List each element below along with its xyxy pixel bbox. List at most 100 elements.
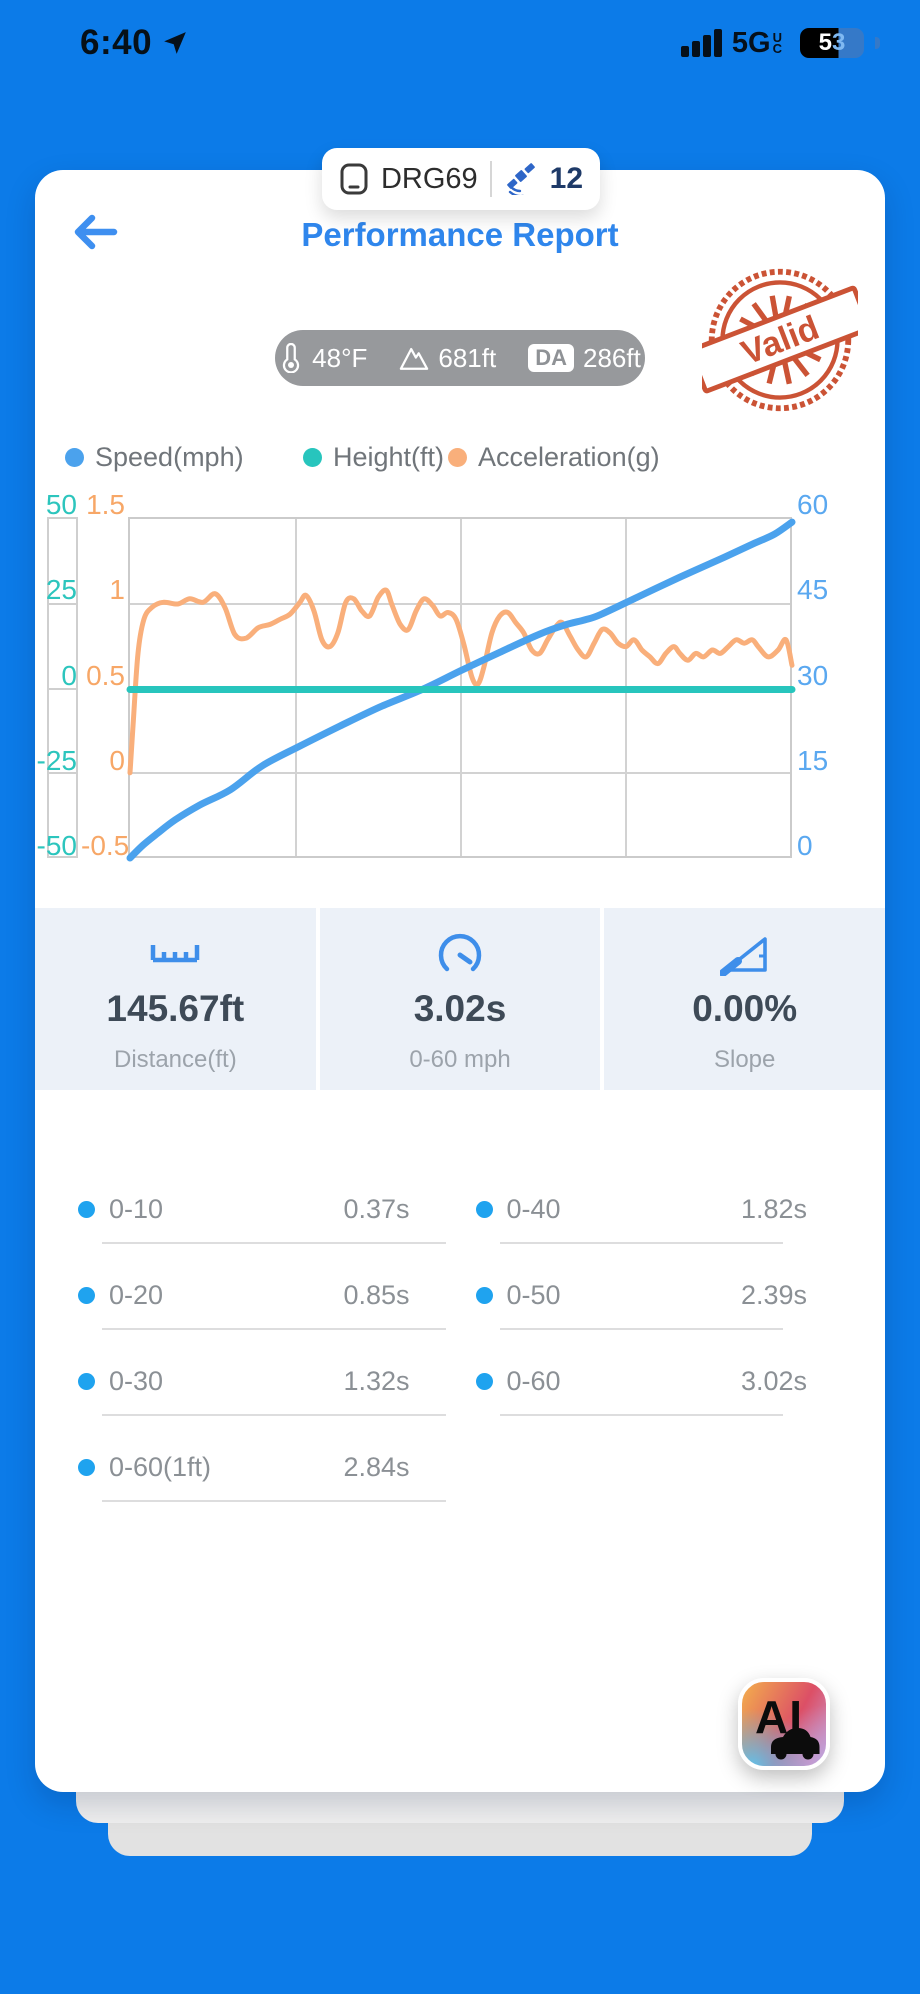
table-row: 0-60(1ft) 2.84s bbox=[78, 1424, 843, 1510]
temperature-value: 48°F bbox=[312, 342, 368, 373]
axis-tick-label: 1 bbox=[109, 574, 125, 606]
legend-item-3[interactable]: Acceleration(g) bbox=[448, 442, 660, 473]
da-badge: DA bbox=[528, 344, 574, 372]
metric-label: 0-60 bbox=[506, 1365, 561, 1396]
elevation-value: 681ft bbox=[438, 342, 497, 373]
axis-tick-label: 25 bbox=[45, 574, 77, 606]
metric-cell[interactable]: 0-60 3.02s bbox=[475, 1338, 844, 1424]
legend-dot bbox=[303, 448, 322, 467]
legend-dot bbox=[65, 448, 84, 467]
zero-to-sixty-label: 0-60 mph bbox=[409, 1046, 511, 1073]
performance-chart[interactable]: 50 25 0 -25 -50 1.5 1 0.5 0 -0.5 60 45 30 15 0 bbox=[35, 490, 885, 900]
legend-label: Acceleration(g) bbox=[478, 442, 660, 472]
metric-value: 3.02s bbox=[740, 1365, 807, 1396]
chart-legend: Speed(mph) Height(ft) Acceleration(g) bbox=[35, 442, 885, 474]
ruler-icon bbox=[149, 928, 201, 978]
metric-label: 0-20 bbox=[109, 1279, 164, 1310]
bullet-dot bbox=[78, 1200, 95, 1218]
metric-cell[interactable]: 0-60(1ft) 2.84s bbox=[78, 1424, 446, 1510]
legend-item-1[interactable]: Speed(mph) bbox=[65, 442, 244, 473]
bullet-dot bbox=[475, 1200, 493, 1218]
legend-label: Speed(mph) bbox=[95, 442, 244, 472]
pill-divider bbox=[489, 161, 492, 197]
metric-label: 0-10 bbox=[109, 1193, 164, 1224]
metric-value: 0.85s bbox=[343, 1279, 410, 1310]
series-Speed(mph) bbox=[126, 518, 796, 862]
zero-to-sixty-value: 3.02s bbox=[413, 988, 507, 1029]
slope-value: 0.00% bbox=[692, 988, 798, 1029]
acceleration-axis: 1.5 1 0.5 0 -0.5 bbox=[81, 489, 130, 900]
metric-value: 0.37s bbox=[343, 1193, 410, 1224]
battery-digit: 5 bbox=[818, 29, 832, 56]
metric-cell[interactable]: 0-20 0.85s bbox=[78, 1252, 446, 1338]
stat-0-60[interactable]: 3.02s 0-60 mph bbox=[319, 908, 601, 1090]
split-times-table: 0-10 0.37s 0-40 1.82s 0-20 0.85s 0-50 2.39s 0-30… bbox=[78, 1166, 843, 1510]
axis-tick-label: 30 bbox=[797, 659, 829, 691]
bullet-dot bbox=[475, 1372, 493, 1390]
series-Acceleration(g) bbox=[127, 587, 795, 776]
metric-value: 1.32s bbox=[343, 1365, 410, 1396]
metric-value: 2.39s bbox=[740, 1279, 807, 1310]
metric-cell[interactable]: 0-50 2.39s bbox=[475, 1252, 844, 1338]
table-row: 0-10 0.37s 0-40 1.82s bbox=[78, 1166, 843, 1252]
distance-label: Distance(ft) bbox=[113, 1046, 237, 1073]
battery-icon: 53 bbox=[800, 28, 864, 58]
axis-tick-label: 1.5 bbox=[86, 489, 125, 520]
table-row: 0-30 1.32s 0-60 3.02s bbox=[78, 1338, 843, 1424]
axis-tick-label: 0 bbox=[61, 659, 77, 691]
chart-series bbox=[126, 518, 796, 862]
device-icon bbox=[340, 163, 368, 195]
axis-tick-label: -0.5 bbox=[81, 830, 130, 861]
legend-dot bbox=[448, 448, 467, 467]
back-button[interactable] bbox=[70, 212, 118, 252]
bullet-dot bbox=[475, 1286, 493, 1304]
valid-stamp: Valid bbox=[702, 268, 858, 412]
battery-percent: 53 bbox=[819, 29, 846, 57]
bullet-dot bbox=[78, 1372, 95, 1390]
axis-tick-label: 50 bbox=[45, 489, 77, 520]
stat-slope[interactable]: 0.00% Slope bbox=[604, 908, 886, 1090]
metric-label: 0-50 bbox=[506, 1279, 561, 1310]
car-icon bbox=[771, 1728, 820, 1760]
conditions-pill: 48°F 681ft DA 286ft bbox=[275, 330, 645, 386]
metric-value: 2.84s bbox=[343, 1451, 410, 1482]
left-axis-ladder bbox=[47, 517, 78, 858]
network-label: 5G bbox=[731, 26, 771, 59]
axis-tick-label: -50 bbox=[36, 830, 77, 861]
density-altitude-value: 286ft bbox=[582, 342, 641, 373]
axis-tick-label: -25 bbox=[36, 744, 77, 776]
axis-tick-label: 45 bbox=[797, 574, 829, 606]
metric-cell[interactable]: 0-10 0.37s bbox=[78, 1166, 446, 1252]
location-arrow-icon bbox=[164, 32, 186, 54]
battery-digit: 3 bbox=[832, 29, 846, 56]
mountain-icon bbox=[400, 347, 429, 370]
axis-tick-label: 0 bbox=[109, 744, 125, 776]
device-name: DRG69 bbox=[380, 162, 478, 195]
status-left: 6:40 bbox=[80, 23, 188, 63]
legend-item-2[interactable]: Height(ft) bbox=[303, 442, 444, 473]
device-pill[interactable]: DRG69 12 bbox=[322, 148, 600, 210]
slope-label: Slope bbox=[713, 1046, 776, 1073]
satellite-icon bbox=[506, 163, 535, 195]
metric-cell[interactable]: 0-40 1.82s bbox=[475, 1166, 844, 1252]
satellite-count: 12 bbox=[549, 162, 584, 195]
ai-assistant-button[interactable]: AI bbox=[738, 1678, 830, 1770]
bullet-dot bbox=[78, 1286, 95, 1304]
axis-tick-label: 15 bbox=[797, 744, 829, 776]
speedometer-icon bbox=[437, 928, 483, 978]
metric-cell[interactable]: 0-30 1.32s bbox=[78, 1338, 446, 1424]
stats-row: 145.67ft Distance(ft) 3.02s 0-60 mph bbox=[35, 908, 886, 1090]
table-row: 0-20 0.85s 0-50 2.39s bbox=[78, 1252, 843, 1338]
metric-value: 1.82s bbox=[740, 1193, 807, 1224]
height-axis: 50 25 0 -25 -50 bbox=[35, 490, 77, 900]
empty-cell bbox=[476, 1424, 844, 1510]
slope-icon bbox=[719, 928, 770, 978]
axis-tick-label: 0 bbox=[797, 830, 813, 861]
report-card: Performance Report 48°F 681ft DA 286ft bbox=[35, 170, 886, 1792]
stat-distance[interactable]: 145.67ft Distance(ft) bbox=[35, 908, 316, 1090]
speed-axis: 60 45 30 15 0 bbox=[797, 490, 867, 900]
